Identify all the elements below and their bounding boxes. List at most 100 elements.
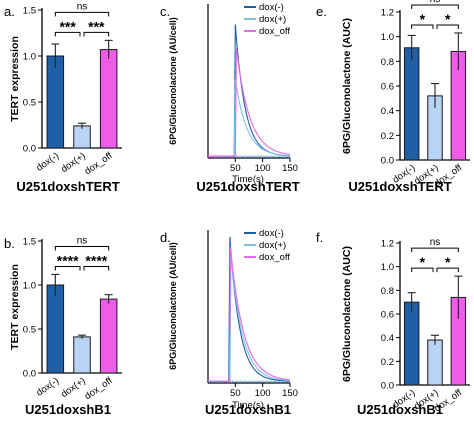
- significance-label: ns: [77, 1, 88, 12]
- y-tick-label: 0.4: [381, 106, 394, 117]
- significance-bracket: [83, 31, 110, 37]
- y-axis-label: 6PG/Gluconolactone (AU/cell): [168, 17, 178, 145]
- series-line-dox_off: [208, 48, 291, 157]
- y-tick-label: 0.0: [23, 144, 36, 155]
- panel-b-bar-chart: 0.0 0.5 1.0 1.5 dox(-)dox(+)dox_off **** **** n…: [9, 235, 122, 417]
- y-tick-label: 0.6: [381, 310, 394, 321]
- y-tick-label: 0.6: [381, 82, 394, 93]
- bar-dox(-): [46, 284, 65, 374]
- legend-label: dox(+): [259, 240, 286, 251]
- x-tick-label: 100: [255, 388, 271, 399]
- y-axis-label: 6PG/Gluconolactone (AU/cell): [168, 242, 178, 370]
- y-tick-label: 1.0: [23, 52, 36, 63]
- chart-title: U251doxshB1: [357, 402, 443, 417]
- y-tick-label: 1.0: [23, 281, 36, 292]
- y-tick-label: 1.0: [381, 262, 394, 273]
- significance-label: *: [420, 254, 426, 270]
- y-tick-label: 0.5: [23, 98, 36, 109]
- series-line-dox(+): [208, 253, 291, 382]
- y-tick-label: 0.0: [23, 369, 36, 380]
- y-tick-label: 0.0: [381, 381, 394, 392]
- significance-label: ***: [88, 18, 105, 34]
- significance-bracket: [411, 247, 459, 253]
- bar-dox(+): [427, 339, 443, 386]
- y-axis-label: 6PG/Gluconolactone (AUC): [341, 246, 353, 382]
- legend-label: dox(-): [259, 228, 284, 239]
- baseline-trace: [207, 154, 291, 159]
- y-axis-label: 6PG/Gluconolactone (AUC): [341, 18, 353, 154]
- chart-title: U251doxshTERT: [348, 179, 451, 194]
- significance-bracket: [54, 265, 81, 271]
- significance-label: ns: [77, 235, 88, 246]
- baseline-trace: [207, 379, 291, 384]
- significance-label: *: [420, 11, 426, 27]
- bar-dox(+): [73, 125, 91, 149]
- panel-label-e: e.: [316, 4, 327, 19]
- x-tick-label: 50: [230, 388, 241, 399]
- y-tick-label: 0.2: [381, 131, 394, 142]
- panel-e-bar-chart: 0.00.20.40.60.81.01.2dox(-)dox(+)dox_off…: [341, 0, 470, 194]
- y-tick-label: 1.2: [381, 8, 394, 19]
- panel-f-bar-chart: 0.00.20.40.60.81.01.2dox(-)dox(+)dox_off…: [341, 237, 470, 417]
- significance-bracket: [54, 11, 110, 17]
- panel-a-bar-chart: 0.0 0.5 1.0 1.5 dox(-)dox(+)dox_off *** ***ns T…: [9, 1, 122, 194]
- x-tick-label: dox(-): [34, 375, 61, 398]
- x-tick-label: dox(-): [34, 150, 61, 173]
- panel-label-d: d.: [160, 230, 171, 245]
- panel-label-c: c.: [160, 4, 170, 19]
- significance-bracket: [436, 267, 459, 273]
- series-line-dox(-): [208, 24, 290, 157]
- significance-label: *: [445, 254, 451, 270]
- legend-label: dox_off: [259, 26, 290, 37]
- x-tick-label: dox(+): [59, 150, 88, 175]
- bar-dox_off: [99, 298, 118, 374]
- significance-label: ***: [59, 18, 76, 34]
- x-tick-label: 100: [255, 163, 271, 174]
- bar-dox_off: [99, 49, 118, 149]
- y-tick-label: 0.4: [381, 333, 394, 344]
- y-tick-label: 1.5: [23, 237, 36, 248]
- panel-label-b: b.: [4, 236, 15, 251]
- y-tick-label: 1.0: [381, 32, 394, 43]
- bar-dox(-): [403, 301, 420, 386]
- x-tick-label: dox_off: [83, 150, 115, 177]
- significance-label: ****: [85, 252, 107, 268]
- x-axis-label: Time(s): [232, 400, 264, 411]
- chart-title: U251doxshB1: [25, 402, 111, 417]
- series-line-dox_off: [208, 246, 291, 382]
- x-tick-label: 150: [282, 163, 298, 174]
- x-tick-label: dox(+): [59, 375, 88, 400]
- y-tick-label: 1.5: [23, 6, 36, 17]
- x-axis-label: Time(s): [232, 174, 264, 185]
- significance-label: *: [445, 11, 451, 27]
- y-tick-label: 0.8: [381, 286, 394, 297]
- significance-bracket: [83, 265, 110, 271]
- legend-label: dox(-): [259, 2, 284, 13]
- legend-label: dox_off: [259, 252, 290, 263]
- chart-title: U251doxshTERT: [196, 179, 299, 194]
- y-tick-label: 0.0: [381, 156, 394, 167]
- panel-label-a: a.: [4, 4, 15, 19]
- y-axis-label: TERT expression: [9, 264, 21, 350]
- significance-bracket: [411, 24, 434, 29]
- x-tick-label: 150: [282, 388, 298, 399]
- significance-bracket: [436, 24, 459, 29]
- y-axis-label: TERT expression: [9, 36, 21, 122]
- significance-label: ns: [430, 237, 441, 248]
- y-tick-label: 0.2: [381, 357, 394, 368]
- significance-bracket: [54, 245, 110, 251]
- y-tick-label: 1.2: [381, 239, 394, 250]
- x-tick-label: dox_off: [83, 375, 115, 402]
- bar-dox(-): [46, 55, 65, 149]
- chart-title: U251doxshTERT: [16, 179, 119, 194]
- chart-title: U251doxshB1: [205, 402, 291, 417]
- panel-d-line-chart: 50 100 150 dox(-)dox(+)dox_off 6PG/Gluconola…: [168, 228, 298, 417]
- series-line-dox(+): [208, 79, 290, 157]
- bar-dox(+): [73, 336, 91, 374]
- significance-bracket: [411, 4, 459, 9]
- x-tick-label: 50: [230, 163, 241, 174]
- legend-label: dox(+): [259, 14, 286, 25]
- bar-dox(-): [403, 47, 420, 161]
- significance-label: ns: [430, 0, 441, 5]
